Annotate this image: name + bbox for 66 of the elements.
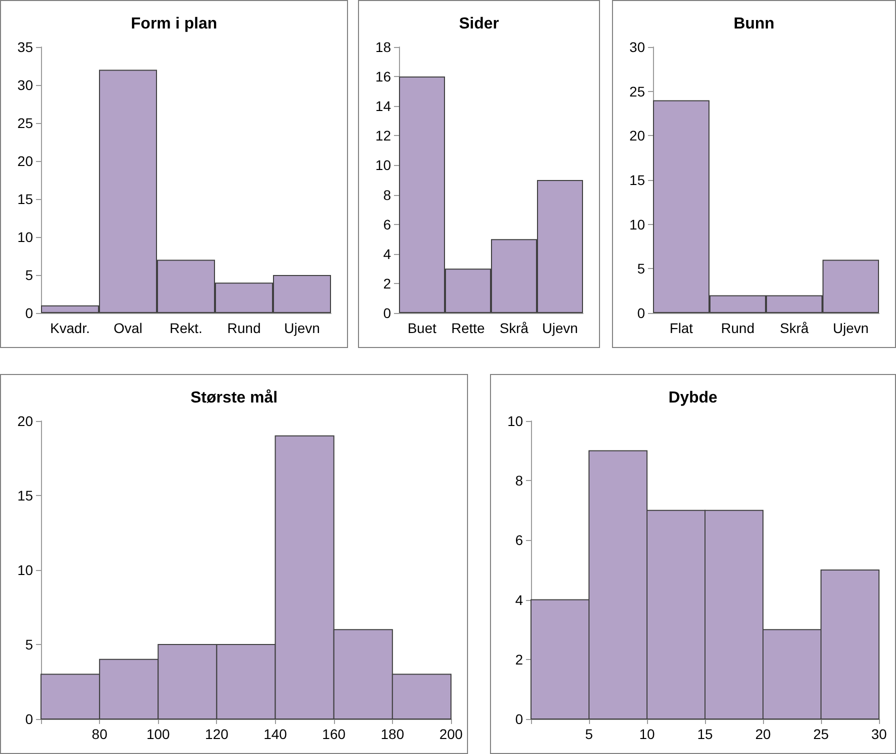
x-tick-label: Rund (721, 320, 754, 336)
y-tick-label: 10 (375, 157, 392, 174)
x-tick-label: Oval (114, 320, 142, 336)
y-tick-label: 20 (17, 153, 34, 169)
y-tick-label: 0 (383, 305, 392, 321)
y-tick-label: 30 (629, 39, 646, 55)
x-tick-label: 160 (322, 726, 346, 742)
y-tick-label: 10 (17, 229, 34, 245)
y-tick-label: 25 (629, 83, 646, 100)
y-tick-label: 4 (383, 246, 392, 262)
y-tick-label: 15 (629, 172, 646, 188)
x-tick-label: Ujevn (284, 320, 320, 336)
x-tick-label: 15 (697, 726, 713, 742)
y-tick-label: 35 (17, 39, 34, 55)
y-tick-label: 2 (515, 651, 524, 668)
chart-title: Sider (458, 16, 500, 32)
x-tick-label: Kvadr. (50, 320, 90, 336)
y-tick-label: 2 (383, 275, 392, 292)
y-tick-label: 5 (25, 636, 34, 652)
x-tick-label: Ujevn (832, 320, 869, 336)
y-tick-label: 0 (637, 305, 646, 321)
y-tick-label: 6 (383, 216, 392, 232)
x-tick-label: Skrå (500, 320, 529, 336)
x-tick-label: 100 (146, 726, 170, 742)
x-tick-label: Rekt. (170, 320, 202, 336)
x-tick-label: Rund (227, 320, 261, 336)
y-tick-label: 0 (25, 305, 34, 321)
y-tick-label: 10 (629, 216, 646, 232)
x-tick-label: 20 (755, 726, 771, 742)
y-tick-label: 18 (375, 39, 392, 55)
y-tick-label: 6 (515, 532, 524, 548)
y-tick-label: 25 (17, 115, 34, 131)
y-tick-label: 10 (17, 562, 34, 578)
x-tick-label: 80 (92, 726, 108, 742)
y-tick-label: 16 (375, 68, 392, 85)
chart-title: Form i plan (130, 16, 218, 32)
x-tick-label: 120 (205, 726, 229, 742)
x-tick-label: Rette (451, 320, 485, 336)
y-tick-label: 5 (637, 260, 646, 277)
x-tick-label: 180 (380, 726, 404, 742)
y-tick-label: 15 (17, 191, 34, 207)
y-tick-label: 8 (383, 186, 392, 203)
y-tick-label: 14 (375, 98, 392, 114)
x-tick-label: Ujevn (542, 320, 578, 336)
y-tick-label: 10 (507, 413, 524, 429)
y-tick-label: 20 (17, 413, 34, 429)
x-tick-label: Buet (408, 320, 437, 336)
x-tick-label: Flat (670, 320, 694, 336)
x-tick-label: Skrå (780, 320, 809, 336)
x-tick-label: 25 (813, 726, 829, 742)
x-tick-label: 200 (439, 726, 463, 742)
y-tick-label: 12 (375, 128, 392, 144)
x-tick-label: 5 (585, 726, 594, 742)
y-tick-label: 4 (515, 592, 524, 608)
y-tick-label: 0 (515, 711, 524, 727)
x-tick-label: 30 (871, 726, 887, 742)
y-tick-label: 0 (25, 711, 34, 727)
chart-title: Dybde (668, 390, 718, 406)
y-tick-label: 15 (17, 488, 34, 504)
y-tick-label: 5 (25, 267, 34, 283)
y-tick-label: 8 (515, 472, 524, 489)
y-tick-label: 20 (629, 128, 646, 144)
chart-title: Bunn (734, 16, 774, 32)
chart-title: Største mål (190, 388, 278, 406)
x-tick-label: 140 (264, 726, 288, 742)
y-tick-label: 30 (17, 77, 34, 93)
